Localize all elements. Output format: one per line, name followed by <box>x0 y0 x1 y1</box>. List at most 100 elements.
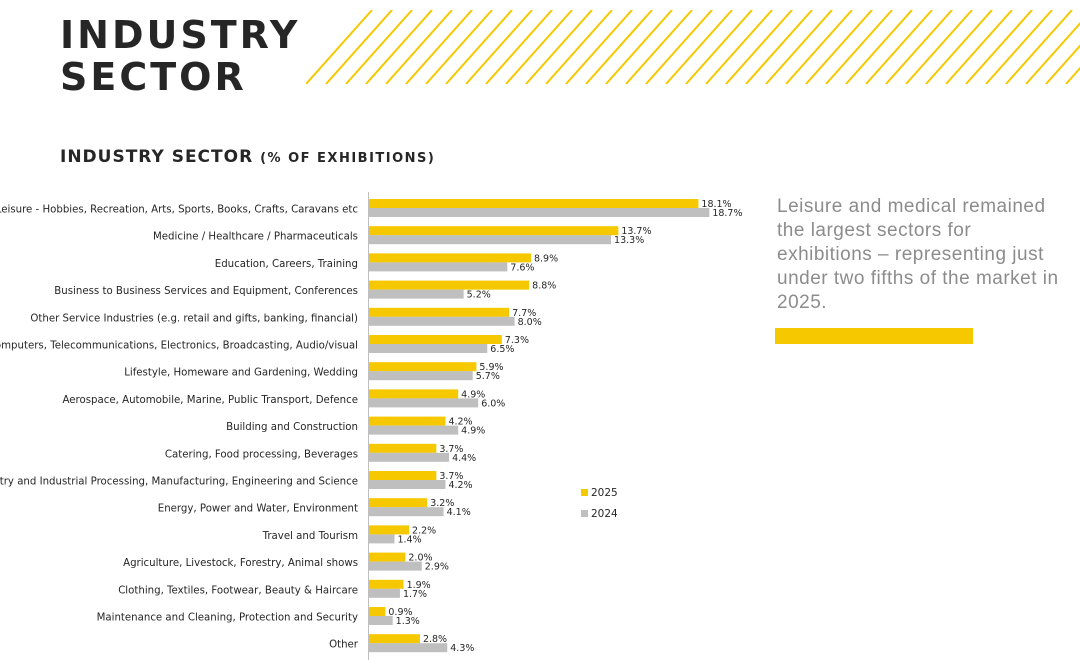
bar-2024 <box>369 398 479 408</box>
bar-2024 <box>369 616 393 625</box>
data-label-2025: 3.7% <box>439 444 463 455</box>
bar-2024 <box>369 425 459 435</box>
category-label: Leisure - Hobbies, Recreation, Arts, Spo… <box>0 205 358 216</box>
data-label-2024: 5.2% <box>467 290 491 301</box>
stripe-line <box>765 10 833 84</box>
category-label: Computers, Telecommunications, Electroni… <box>0 341 358 352</box>
bar-2024 <box>369 344 488 353</box>
industry-sector-bar-chart: Leisure - Hobbies, Recreation, Arts, Spo… <box>0 192 743 660</box>
bar-2025 <box>369 443 437 453</box>
stripe-line <box>725 10 793 84</box>
stripe-line <box>1045 44 1080 84</box>
bar-2024 <box>369 208 710 217</box>
category-label: Education, Careers, Training <box>215 259 358 270</box>
data-label-2025: 13.7% <box>621 226 651 237</box>
bar-2024 <box>369 235 612 245</box>
data-label-2024: 6.0% <box>481 398 505 409</box>
stripe-line <box>1025 21 1080 84</box>
stripe-line <box>885 10 953 84</box>
category-label: Industry and Industrial Processing, Manu… <box>0 477 358 488</box>
category-label: Maintenance and Cleaning, Protection and… <box>97 613 358 624</box>
bar-2025 <box>369 335 502 344</box>
legend-label-2024: 2024 <box>591 508 618 520</box>
stripe-line <box>325 10 393 84</box>
bar-2025 <box>369 498 428 508</box>
data-label-2025: 8.9% <box>534 253 558 264</box>
data-label-2025: 0.9% <box>388 607 412 618</box>
data-label-2025: 4.2% <box>448 417 472 428</box>
bar-2025 <box>369 471 437 480</box>
bar-2025 <box>369 307 510 317</box>
chart-title-main: INDUSTRY SECTOR <box>60 147 254 167</box>
data-label-2024: 7.6% <box>510 262 534 273</box>
bar-2025 <box>369 607 386 616</box>
stripe-line <box>425 10 493 84</box>
category-label: Business to Business Services and Equipm… <box>54 286 358 297</box>
bar-2025 <box>369 226 619 236</box>
page-title: INDUSTRY SECTOR <box>60 14 300 98</box>
data-label-2024: 6.5% <box>490 344 514 355</box>
chart-title: INDUSTRY SECTOR (% OF EXHIBITIONS) <box>60 147 435 167</box>
stripe-line <box>465 10 533 84</box>
stripe-line <box>385 10 453 84</box>
stripe-line <box>545 10 613 84</box>
stripe-line <box>705 10 773 84</box>
bar-2025 <box>369 199 699 208</box>
stripe-line <box>685 10 753 84</box>
bar-2025 <box>369 416 446 426</box>
data-label-2024: 1.4% <box>397 534 421 545</box>
data-label-2025: 1.9% <box>407 580 431 591</box>
bar-2025 <box>369 362 477 372</box>
bar-2025 <box>369 280 530 290</box>
data-label-2025: 18.1% <box>701 199 731 210</box>
stripe-line <box>785 10 853 84</box>
legend-label-2025: 2025 <box>591 487 618 499</box>
category-label: Other Service Industries (e.g. retail an… <box>30 313 358 324</box>
bar-2024 <box>369 534 395 544</box>
decorative-stripes <box>306 10 1080 84</box>
data-label-2024: 18.7% <box>712 208 742 219</box>
stripe-line <box>565 10 633 84</box>
data-label-2024: 2.9% <box>425 562 449 573</box>
stripe-line <box>865 10 933 84</box>
bar-2025 <box>369 552 406 562</box>
data-label-2025: 3.2% <box>430 498 454 509</box>
data-label-2025: 2.8% <box>423 634 447 645</box>
stripe-line <box>965 10 1033 84</box>
stripe-line <box>306 10 373 84</box>
bar-2024 <box>369 262 508 272</box>
data-label-2025: 2.0% <box>408 553 432 564</box>
page-title-line-2: SECTOR <box>60 55 247 99</box>
bar-2025 <box>369 253 531 263</box>
category-label: Aerospace, Automobile, Marine, Public Tr… <box>62 395 358 406</box>
stripe-line <box>925 10 993 84</box>
stripe-line <box>585 10 653 84</box>
category-label: Lifestyle, Homeware and Gardening, Weddi… <box>124 368 358 379</box>
stripe-line <box>345 10 413 84</box>
category-label: Medicine / Healthcare / Pharmaceuticals <box>153 232 358 243</box>
category-label: Agriculture, Livestock, Forestry, Animal… <box>123 558 358 569</box>
page-title-line-1: INDUSTRY <box>60 13 301 57</box>
stripe-line <box>485 10 553 84</box>
data-label-2025: 4.9% <box>461 389 485 400</box>
stripe-line <box>505 10 573 84</box>
bar-2025 <box>369 634 420 644</box>
category-label: Other <box>329 640 359 651</box>
bar-2024 <box>369 561 422 571</box>
data-label-2025: 2.2% <box>412 525 436 536</box>
data-label-2024: 4.2% <box>448 480 472 491</box>
stripe-line <box>625 10 693 84</box>
stripe-line <box>825 10 893 84</box>
data-label-2025: 8.8% <box>532 281 556 292</box>
bar-2024 <box>369 289 464 299</box>
stripe-line <box>845 10 913 84</box>
data-label-2024: 1.3% <box>396 616 420 627</box>
callout-text: Leisure and medical remained the largest… <box>777 196 1059 313</box>
stripe-line <box>985 10 1053 84</box>
stripe-line <box>665 10 733 84</box>
bar-2024 <box>369 507 444 517</box>
stripe-line <box>945 10 1013 84</box>
category-label: Travel and Tourism <box>262 531 358 542</box>
stripe-line <box>365 10 433 84</box>
stripe-line <box>605 10 673 84</box>
